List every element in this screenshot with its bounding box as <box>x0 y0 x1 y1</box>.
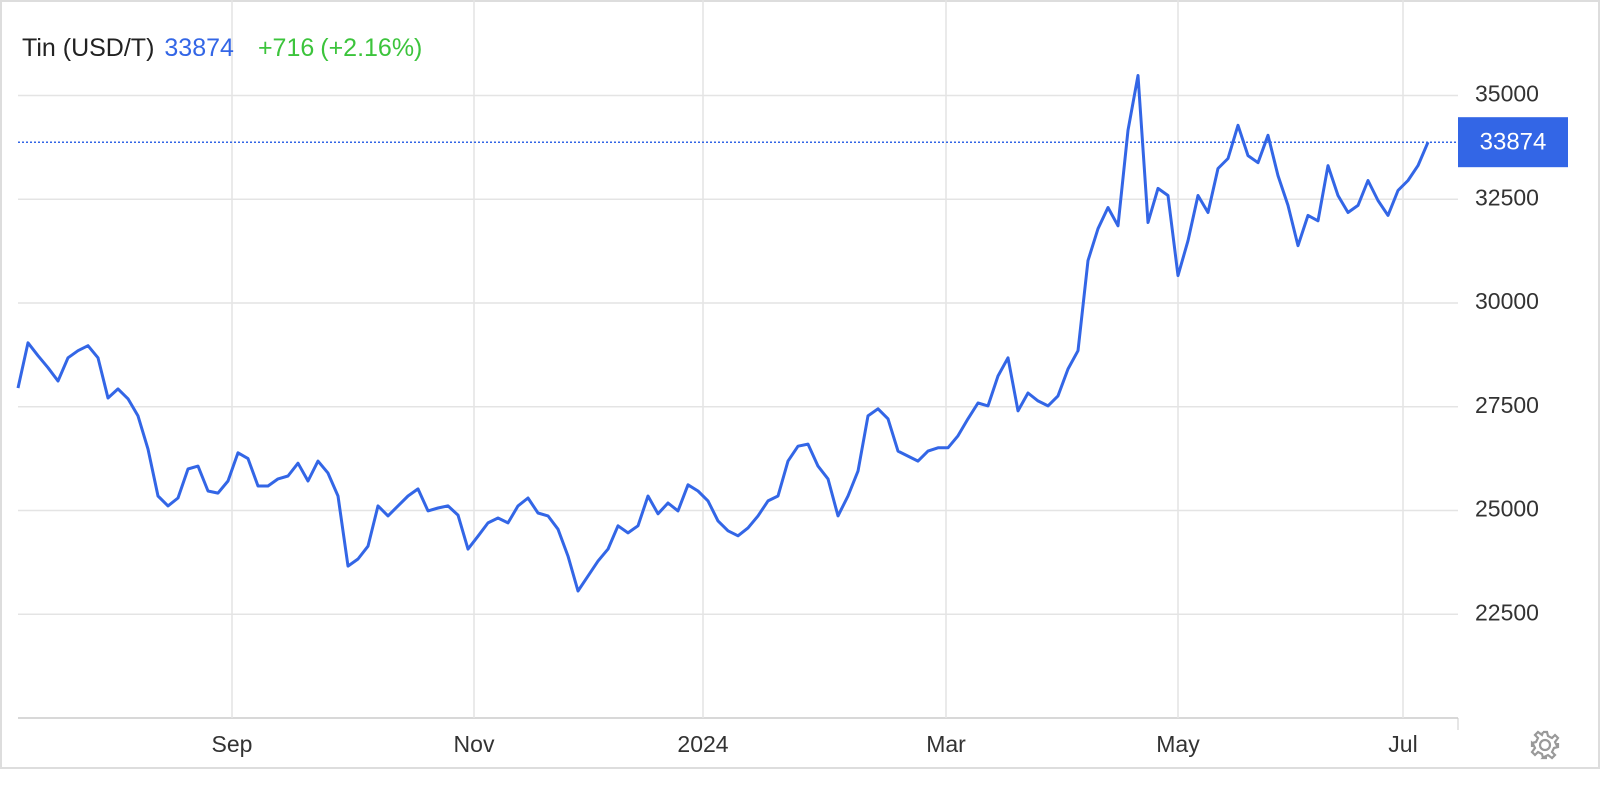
x-tick-label: Nov <box>454 731 495 757</box>
settings-icon[interactable] <box>1530 730 1560 760</box>
x-tick-label: May <box>1156 731 1200 757</box>
price-line <box>16 74 1430 593</box>
y-tick-label: 30000 <box>1475 288 1539 314</box>
y-tick-label: 25000 <box>1475 496 1539 522</box>
y-tick-label: 35000 <box>1475 81 1539 107</box>
last-value-badge <box>1458 117 1568 168</box>
y-tick-label: 27500 <box>1475 392 1539 418</box>
header: Tin (USD/T) 33874 +716 (+2.16%) <box>22 34 432 63</box>
chart-title: Tin (USD/T) <box>22 34 155 62</box>
y-tick-label: 32500 <box>1475 184 1539 210</box>
y-tick-label: 22500 <box>1475 599 1539 625</box>
x-tick-label: 2024 <box>677 731 728 757</box>
last-value: 33874 <box>164 34 234 62</box>
x-tick-label: Jul <box>1388 731 1417 757</box>
frame <box>0 0 1600 769</box>
x-tick-label: Mar <box>926 731 966 757</box>
last-value-badge-label: 33874 <box>1480 129 1547 156</box>
grid <box>18 0 1458 718</box>
change: +716 <box>257 34 315 62</box>
change-percent: (+2.16%) <box>320 34 423 62</box>
x-tick-label: Sep <box>212 731 253 757</box>
